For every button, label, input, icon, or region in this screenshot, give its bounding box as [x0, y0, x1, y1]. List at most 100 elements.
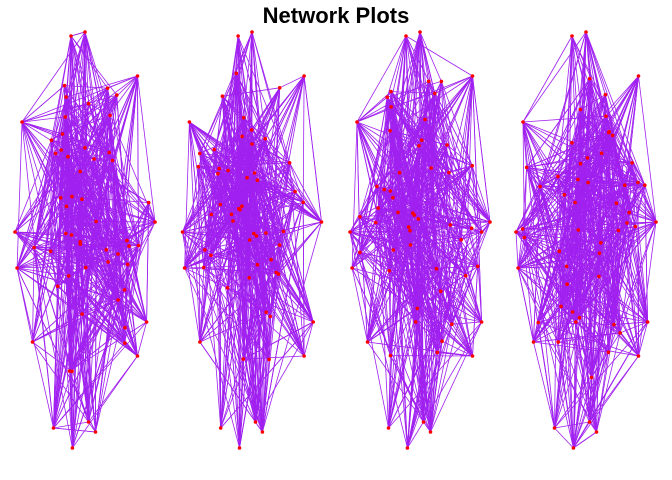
network-node [64, 231, 68, 236]
network-edge [446, 144, 473, 167]
network-edge [65, 96, 129, 265]
network-edge [397, 212, 482, 323]
network-edge [436, 239, 462, 353]
network-edge [32, 152, 110, 343]
node-group [180, 30, 324, 450]
network-node [445, 143, 449, 147]
network-edge [199, 73, 237, 343]
network-edge [626, 222, 639, 357]
network-edge [283, 191, 296, 232]
network-edge [105, 115, 111, 250]
network-node [209, 253, 213, 257]
network-edge [71, 196, 107, 251]
network-node [418, 30, 422, 34]
network-edge [465, 231, 483, 276]
network-edge [448, 172, 451, 225]
network-edge [465, 75, 473, 276]
network-node [396, 210, 400, 215]
network-edge [390, 91, 450, 173]
network-edge [16, 267, 54, 429]
network-edge [526, 132, 609, 168]
network-edge [575, 184, 645, 203]
network-edge [81, 115, 111, 315]
network-edge [537, 94, 606, 323]
network-edge [524, 237, 577, 323]
network-node [382, 187, 387, 192]
network-edge [126, 240, 147, 323]
network-edge [558, 332, 621, 343]
network-edge [405, 35, 482, 323]
network-edge [251, 129, 277, 273]
network-edge [53, 206, 67, 429]
network-edge [356, 121, 361, 253]
network-edge [189, 121, 296, 192]
network-node [607, 129, 611, 134]
network-edge [264, 138, 322, 223]
network-edge [389, 130, 399, 213]
network-edge [227, 287, 240, 449]
network-edge [375, 222, 482, 323]
network-edge [60, 115, 111, 199]
network-edge [184, 205, 243, 269]
network-node [301, 200, 306, 205]
network-node [63, 115, 68, 119]
network-node [237, 206, 241, 211]
network-node [20, 120, 24, 124]
network-edge [589, 78, 609, 353]
edge-group [14, 31, 156, 449]
network-edge [419, 31, 442, 82]
network-edge [616, 203, 621, 333]
network-node [585, 156, 590, 160]
network-edge [21, 121, 63, 135]
network-node [584, 30, 588, 34]
network-node [51, 426, 56, 430]
network-edge [538, 311, 573, 323]
network-edge [434, 93, 483, 233]
network-node [557, 249, 562, 253]
network-edge [638, 321, 648, 357]
network-edge [182, 149, 215, 233]
network-edge [579, 132, 610, 318]
network-edge [436, 266, 479, 353]
network-edge [413, 140, 423, 216]
network-edge [71, 234, 126, 344]
network-edge [419, 31, 443, 342]
network-edge [437, 352, 473, 357]
network-edge [294, 191, 322, 223]
network-node [260, 430, 265, 434]
network-edge [533, 341, 609, 353]
network-edge [566, 253, 600, 285]
network-node [603, 92, 608, 97]
network-node [412, 213, 417, 217]
network-node [15, 266, 19, 270]
network-edge [421, 139, 491, 223]
network-node [408, 228, 412, 233]
network-edge [566, 283, 609, 353]
network-node [597, 251, 602, 256]
network-edge [232, 220, 267, 313]
network-edge [589, 203, 617, 423]
network-edge [64, 116, 138, 357]
network-edge [522, 228, 534, 343]
network-edge [235, 73, 240, 209]
network-edge [359, 106, 392, 217]
network-node [263, 136, 268, 141]
network-edge [84, 31, 89, 104]
network-edge [515, 231, 600, 254]
network-edge [515, 231, 621, 334]
network-edge [242, 312, 267, 360]
network-node [83, 146, 87, 150]
network-edge [387, 81, 442, 98]
network-edge [210, 255, 256, 423]
network-edge [359, 252, 391, 356]
network-edge [235, 73, 314, 323]
network-edge [517, 267, 580, 319]
network-edge [182, 231, 266, 234]
network-edge [424, 119, 437, 269]
network-edge [184, 166, 199, 269]
network-node [240, 134, 244, 139]
network-node [571, 446, 576, 450]
network-edge [533, 184, 646, 343]
network-edge [430, 324, 453, 433]
